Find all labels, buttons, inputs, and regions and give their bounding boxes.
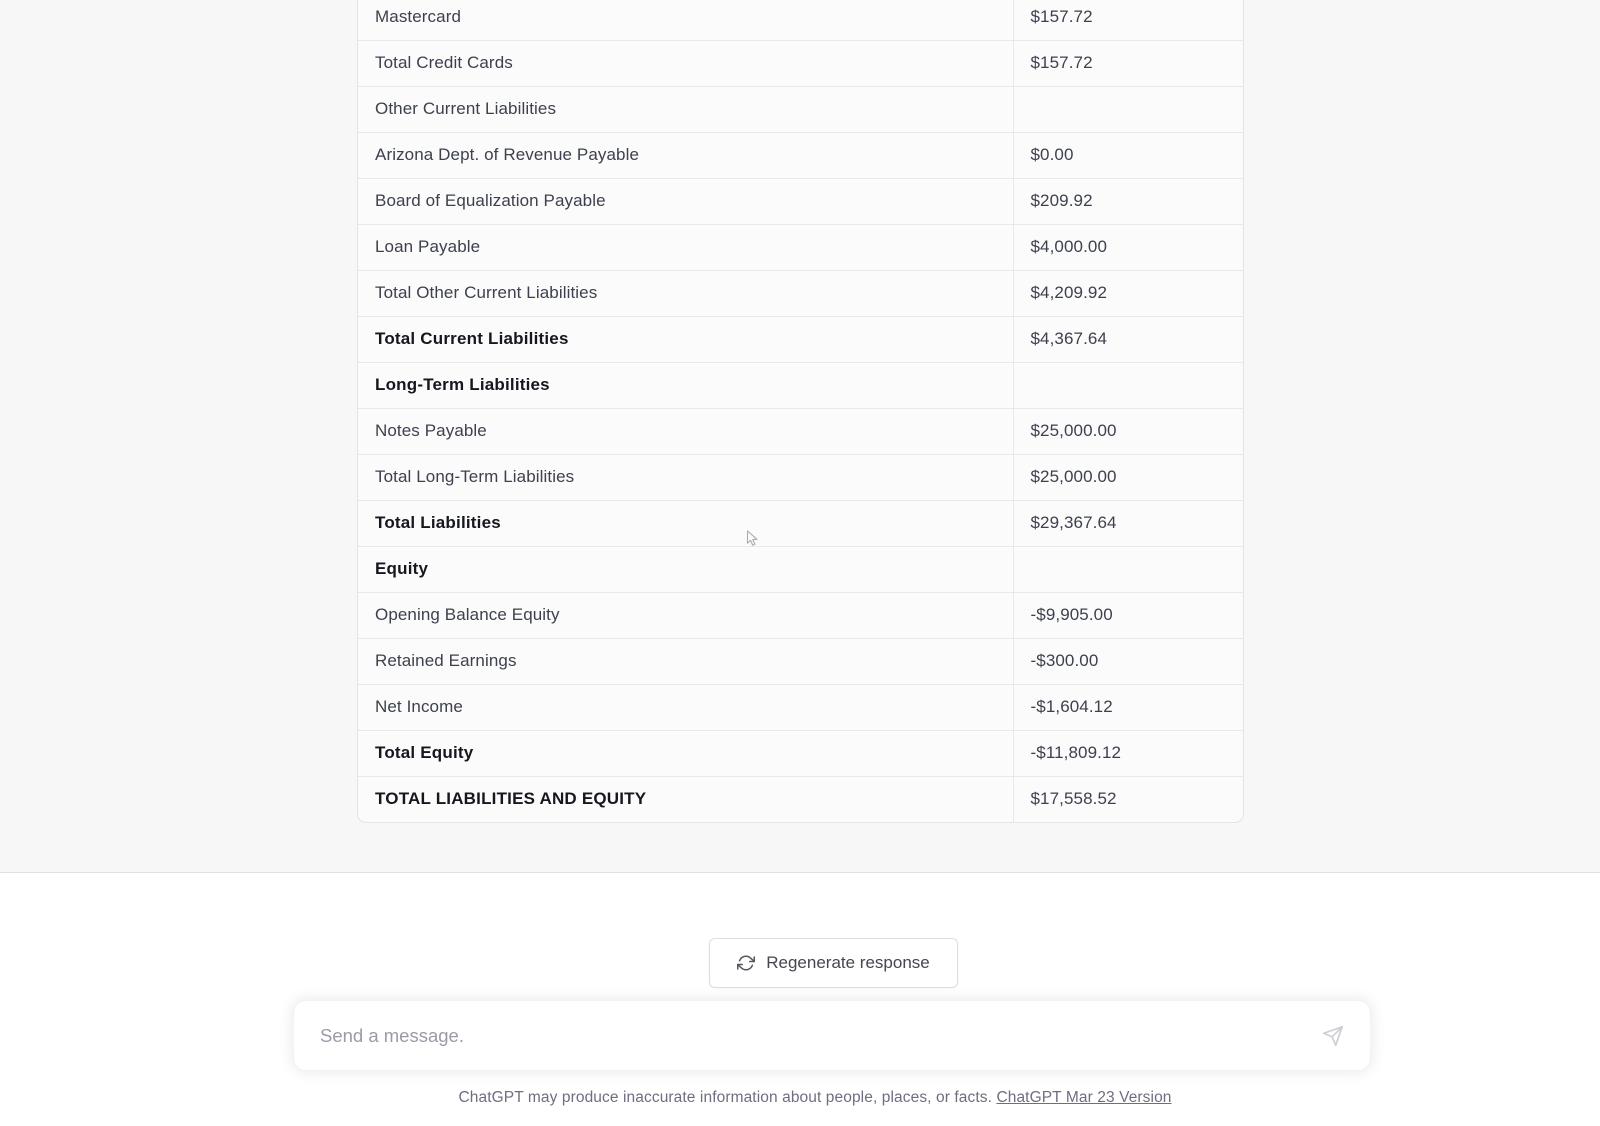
account-label-cell: Notes Payable bbox=[358, 407, 1014, 454]
table-row: Total Liabilities $29,367.64 bbox=[358, 499, 1243, 546]
refresh-icon bbox=[737, 955, 756, 971]
account-label-cell: Total Other Current Liabilities bbox=[358, 269, 1014, 316]
amount-cell: $209.92 bbox=[1013, 177, 1243, 224]
account-label-cell: Total Current Liabilities bbox=[358, 315, 1014, 362]
account-label-cell: Arizona Dept. of Revenue Payable bbox=[358, 131, 1014, 178]
disclaimer-text: ChatGPT may produce inaccurate informati… bbox=[458, 1089, 993, 1106]
table-row: Other Current Liabilities bbox=[358, 85, 1243, 132]
account-label-cell: Retained Earnings bbox=[358, 637, 1014, 684]
account-label-cell: Long-Term Liabilities bbox=[358, 361, 1014, 408]
mouse-cursor bbox=[746, 530, 758, 546]
amount-cell: $29,367.64 bbox=[1013, 499, 1243, 546]
table-row: Total Current Liabilities $4,367.64 bbox=[358, 315, 1243, 362]
table-row: Long-Term Liabilities bbox=[358, 361, 1243, 408]
table-row: Notes Payable $25,000.00 bbox=[358, 407, 1243, 454]
table-row: Total Credit Cards $157.72 bbox=[358, 39, 1243, 86]
amount-cell bbox=[1013, 361, 1243, 408]
table-row: Loan Payable $4,000.00 bbox=[358, 223, 1243, 270]
account-label-cell: Net Income bbox=[358, 683, 1014, 730]
account-label-cell: Total Equity bbox=[358, 729, 1014, 776]
paper-plane-icon bbox=[1323, 1025, 1343, 1046]
table-row: Opening Balance Equity -$9,905.00 bbox=[358, 591, 1243, 638]
amount-cell: $157.72 bbox=[1013, 39, 1243, 86]
message-composer bbox=[293, 1000, 1371, 1071]
account-label-cell: Other Current Liabilities bbox=[358, 85, 1014, 132]
account-label-cell: Loan Payable bbox=[358, 223, 1014, 270]
table-row: Equity bbox=[358, 545, 1243, 592]
amount-cell: $4,209.92 bbox=[1013, 269, 1243, 316]
table-row: Total Other Current Liabilities $4,209.9… bbox=[358, 269, 1243, 316]
account-label-cell: Board of Equalization Payable bbox=[358, 177, 1014, 224]
table-row: Total Equity -$11,809.12 bbox=[358, 729, 1243, 776]
account-label-cell: Equity bbox=[358, 545, 1014, 592]
table-row: Retained Earnings -$300.00 bbox=[358, 637, 1243, 684]
amount-cell bbox=[1013, 85, 1243, 132]
assistant-message-area: Mastercard $157.72 Total Credit Cards $1… bbox=[0, 0, 1600, 873]
account-label-cell: TOTAL LIABILITIES AND EQUITY bbox=[358, 775, 1014, 822]
account-label-cell: Total Liabilities bbox=[358, 499, 1014, 546]
table-row: TOTAL LIABILITIES AND EQUITY $17,558.52 bbox=[358, 775, 1243, 822]
table-body: Mastercard $157.72 Total Credit Cards $1… bbox=[358, 0, 1243, 822]
regenerate-response-label: Regenerate response bbox=[766, 953, 930, 972]
amount-cell: -$300.00 bbox=[1013, 637, 1243, 684]
table-row: Mastercard $157.72 bbox=[358, 0, 1243, 40]
send-button[interactable] bbox=[1320, 1023, 1346, 1049]
footer-disclaimer: ChatGPT may produce inaccurate informati… bbox=[240, 1089, 1390, 1107]
regenerate-response-button[interactable]: Regenerate response bbox=[709, 938, 958, 988]
amount-cell: $25,000.00 bbox=[1013, 407, 1243, 454]
amount-cell: -$11,809.12 bbox=[1013, 729, 1243, 776]
version-link[interactable]: ChatGPT Mar 23 Version bbox=[996, 1089, 1172, 1106]
amount-cell: $17,558.52 bbox=[1013, 775, 1243, 822]
table-row: Total Long-Term Liabilities $25,000.00 bbox=[358, 453, 1243, 500]
table-row: Net Income -$1,604.12 bbox=[358, 683, 1243, 730]
amount-cell: $4,000.00 bbox=[1013, 223, 1243, 270]
account-label-cell: Total Credit Cards bbox=[358, 39, 1014, 86]
amount-cell: $25,000.00 bbox=[1013, 453, 1243, 500]
amount-cell: -$9,905.00 bbox=[1013, 591, 1243, 638]
message-input[interactable] bbox=[294, 1001, 1370, 1070]
table-row: Board of Equalization Payable $209.92 bbox=[358, 177, 1243, 224]
amount-cell: $4,367.64 bbox=[1013, 315, 1243, 362]
account-label-cell: Opening Balance Equity bbox=[358, 591, 1014, 638]
amount-cell: -$1,604.12 bbox=[1013, 683, 1243, 730]
table-row: Arizona Dept. of Revenue Payable $0.00 bbox=[358, 131, 1243, 178]
amount-cell: $0.00 bbox=[1013, 131, 1243, 178]
balance-sheet-table: Mastercard $157.72 Total Credit Cards $1… bbox=[357, 0, 1244, 823]
amount-cell bbox=[1013, 545, 1243, 592]
amount-cell: $157.72 bbox=[1030, 6, 1093, 26]
account-label-cell: Mastercard bbox=[358, 0, 1014, 40]
account-label-cell: Total Long-Term Liabilities bbox=[358, 453, 1014, 500]
